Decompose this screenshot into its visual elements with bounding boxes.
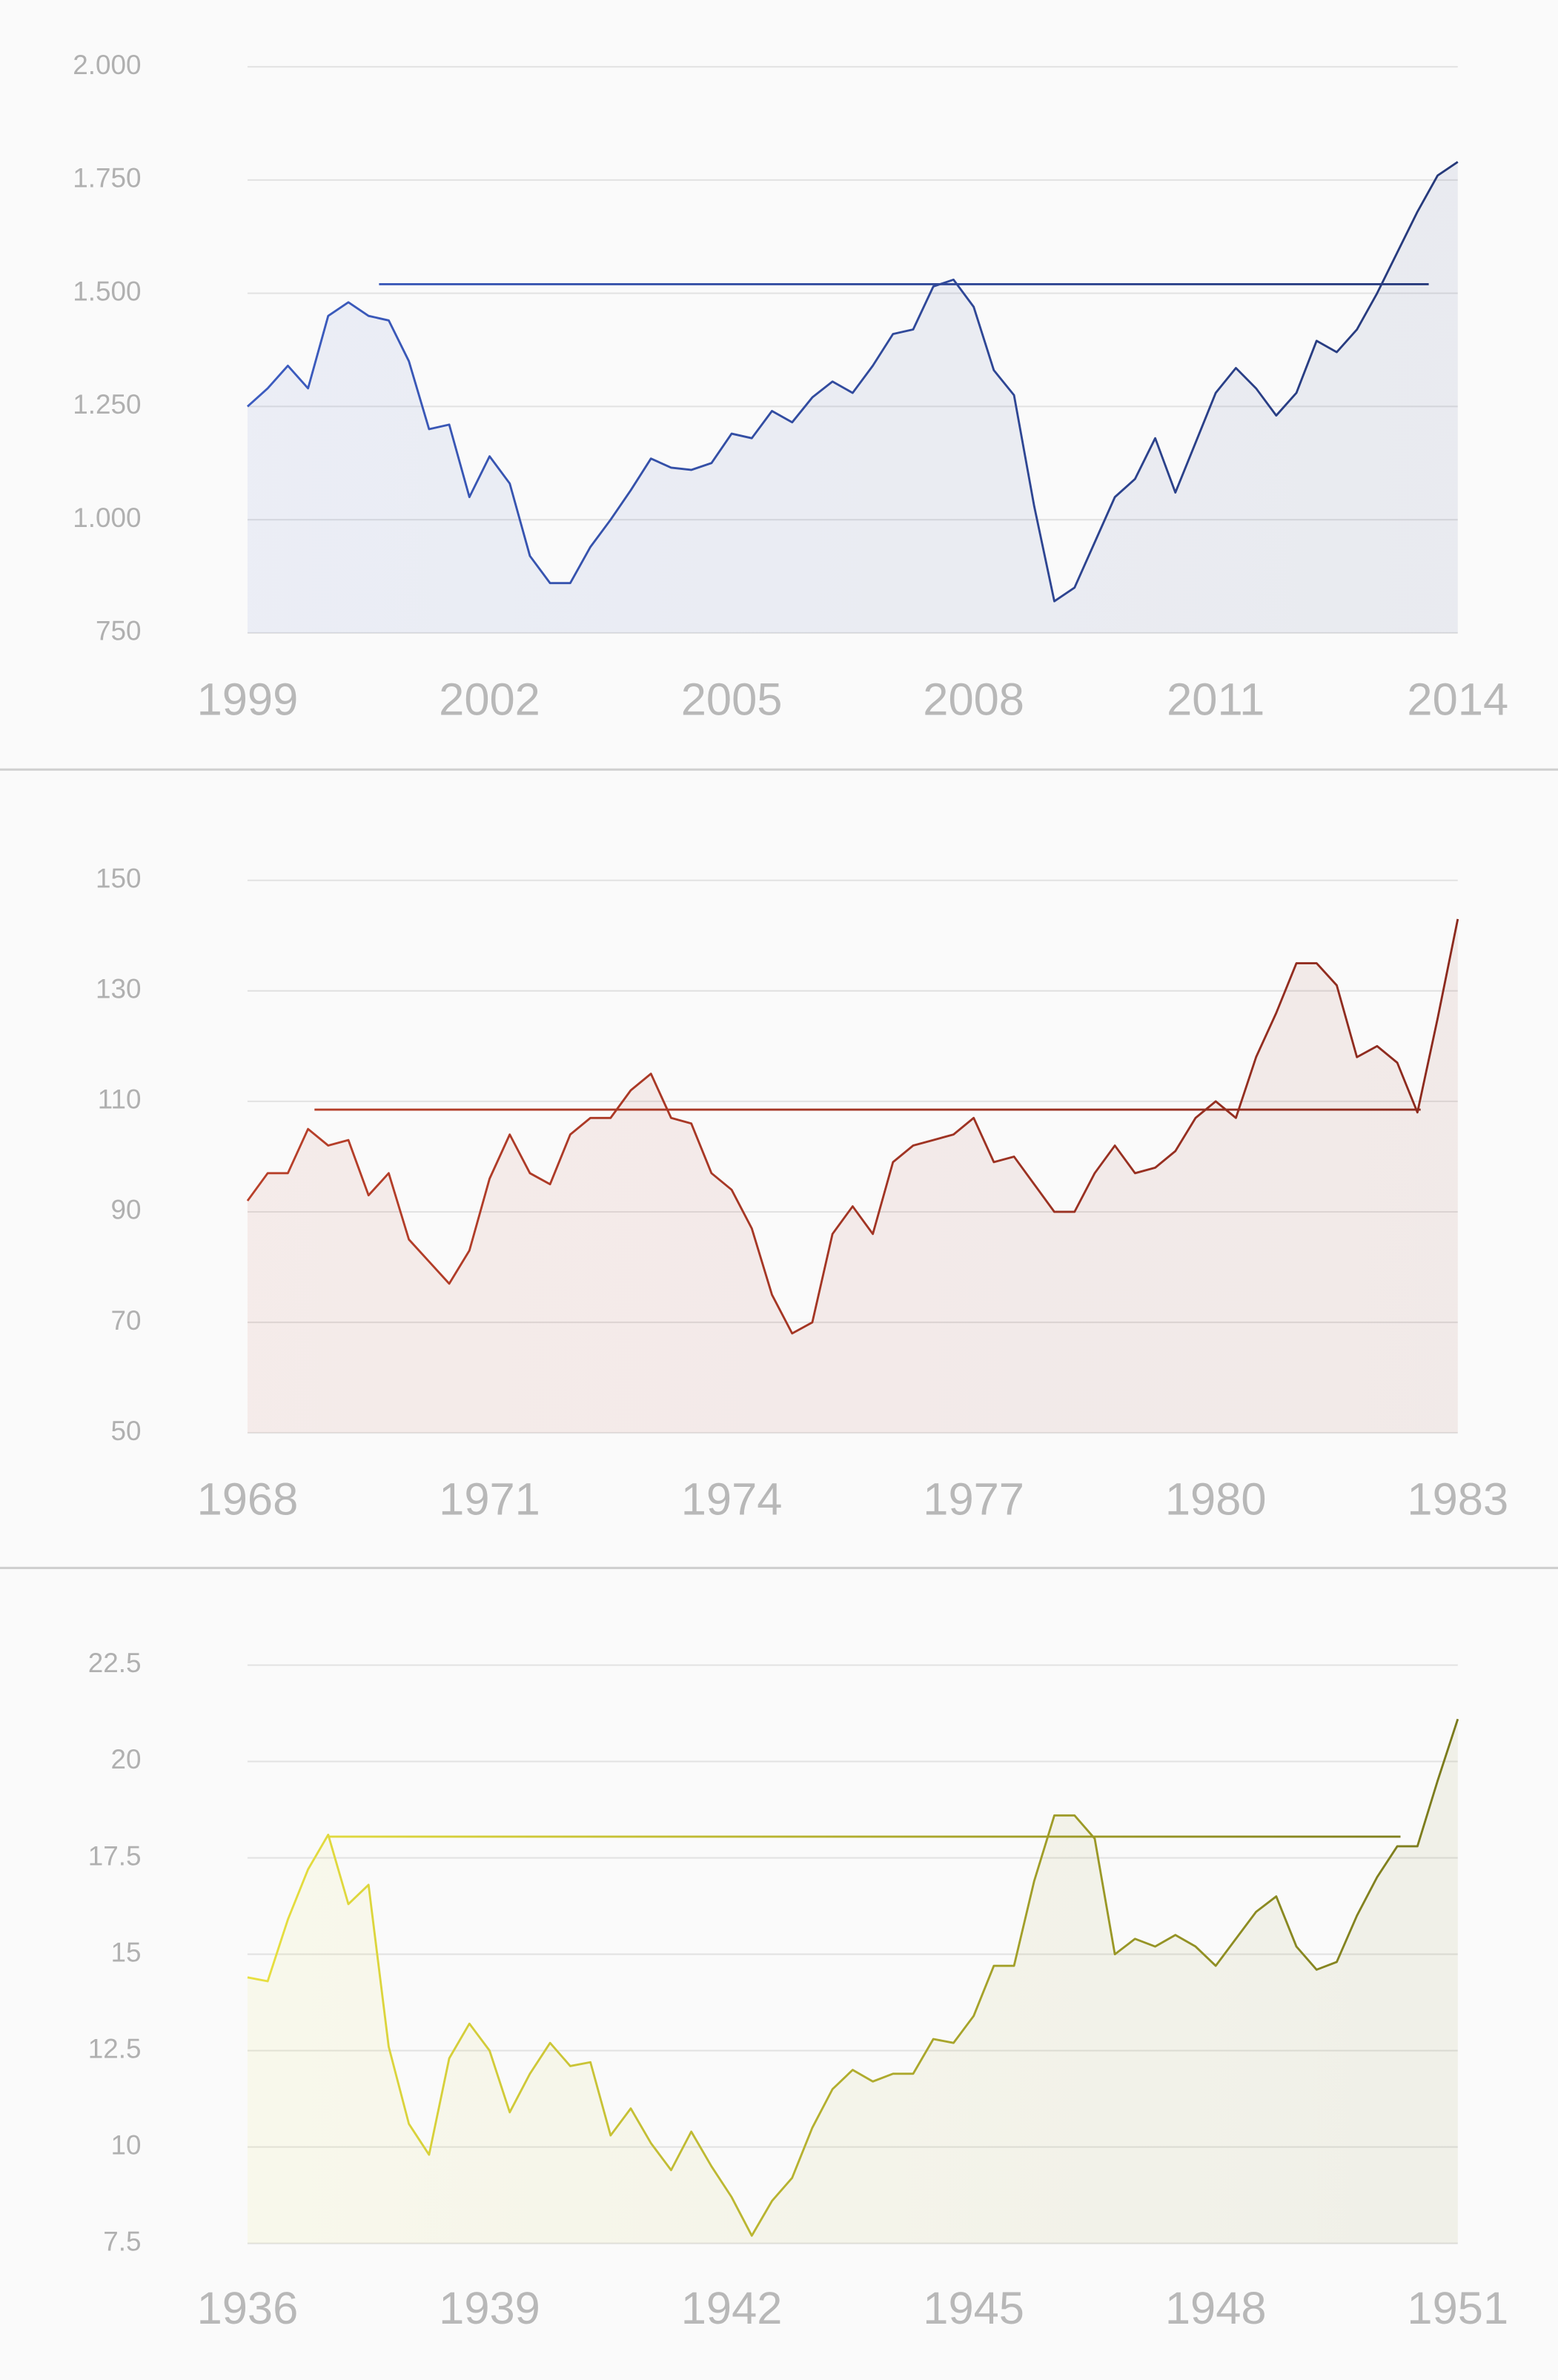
x-tick-label: 1974 <box>681 1474 783 1525</box>
x-tick-label: 1942 <box>681 2283 783 2334</box>
x-tick-label: 2008 <box>923 674 1024 725</box>
y-tick-label: 10 <box>111 2129 142 2160</box>
y-tick-label: 15 <box>111 1937 142 1967</box>
y-tick-label: 1.250 <box>73 389 141 420</box>
x-tick-label: 1999 <box>197 674 299 725</box>
x-tick-label: 1945 <box>923 2283 1024 2334</box>
x-tick-label: 1971 <box>439 1474 540 1525</box>
x-tick-label: 1939 <box>439 2283 540 2334</box>
y-tick-label: 110 <box>98 1084 142 1115</box>
y-tick-label: 22.5 <box>88 1648 142 1678</box>
line <box>247 1718 1459 2237</box>
line <box>246 918 1459 1335</box>
x-tick-label: 1948 <box>1165 2283 1267 2334</box>
x-tick-label: 1980 <box>1165 1474 1267 1525</box>
y-tick-label: 70 <box>111 1305 142 1336</box>
y-tick-label: 1.500 <box>73 276 141 306</box>
area <box>247 162 1458 633</box>
y-tick-label: 50 <box>111 1416 142 1446</box>
y-tick-label: 17.5 <box>88 1840 142 1871</box>
x-tick-label: 1983 <box>1407 1474 1508 1525</box>
area <box>247 918 1458 1433</box>
x-tick-label: 1968 <box>197 1474 299 1525</box>
x-tick-label: 2014 <box>1407 674 1508 725</box>
x-tick-label: 1977 <box>923 1474 1024 1525</box>
y-tick-label: 1.750 <box>73 163 141 193</box>
x-tick-label: 1936 <box>197 2283 299 2334</box>
x-tick-label: 2011 <box>1167 674 1264 725</box>
y-tick-label: 150 <box>96 863 142 893</box>
x-tick-label: 2005 <box>681 674 783 725</box>
y-tick-label: 20 <box>111 1744 142 1774</box>
x-tick-label: 2002 <box>439 674 540 725</box>
y-tick-label: 1.000 <box>73 503 141 533</box>
x-tick-label: 1951 <box>1407 2283 1508 2334</box>
area <box>247 1719 1458 2244</box>
y-tick-label: 90 <box>111 1195 142 1225</box>
y-tick-label: 750 <box>96 616 142 646</box>
line <box>246 161 1459 603</box>
y-tick-label: 12.5 <box>88 2033 142 2064</box>
y-tick-label: 7.5 <box>103 2226 141 2256</box>
y-tick-label: 2.000 <box>73 50 141 80</box>
y-tick-label: 130 <box>96 974 142 1004</box>
